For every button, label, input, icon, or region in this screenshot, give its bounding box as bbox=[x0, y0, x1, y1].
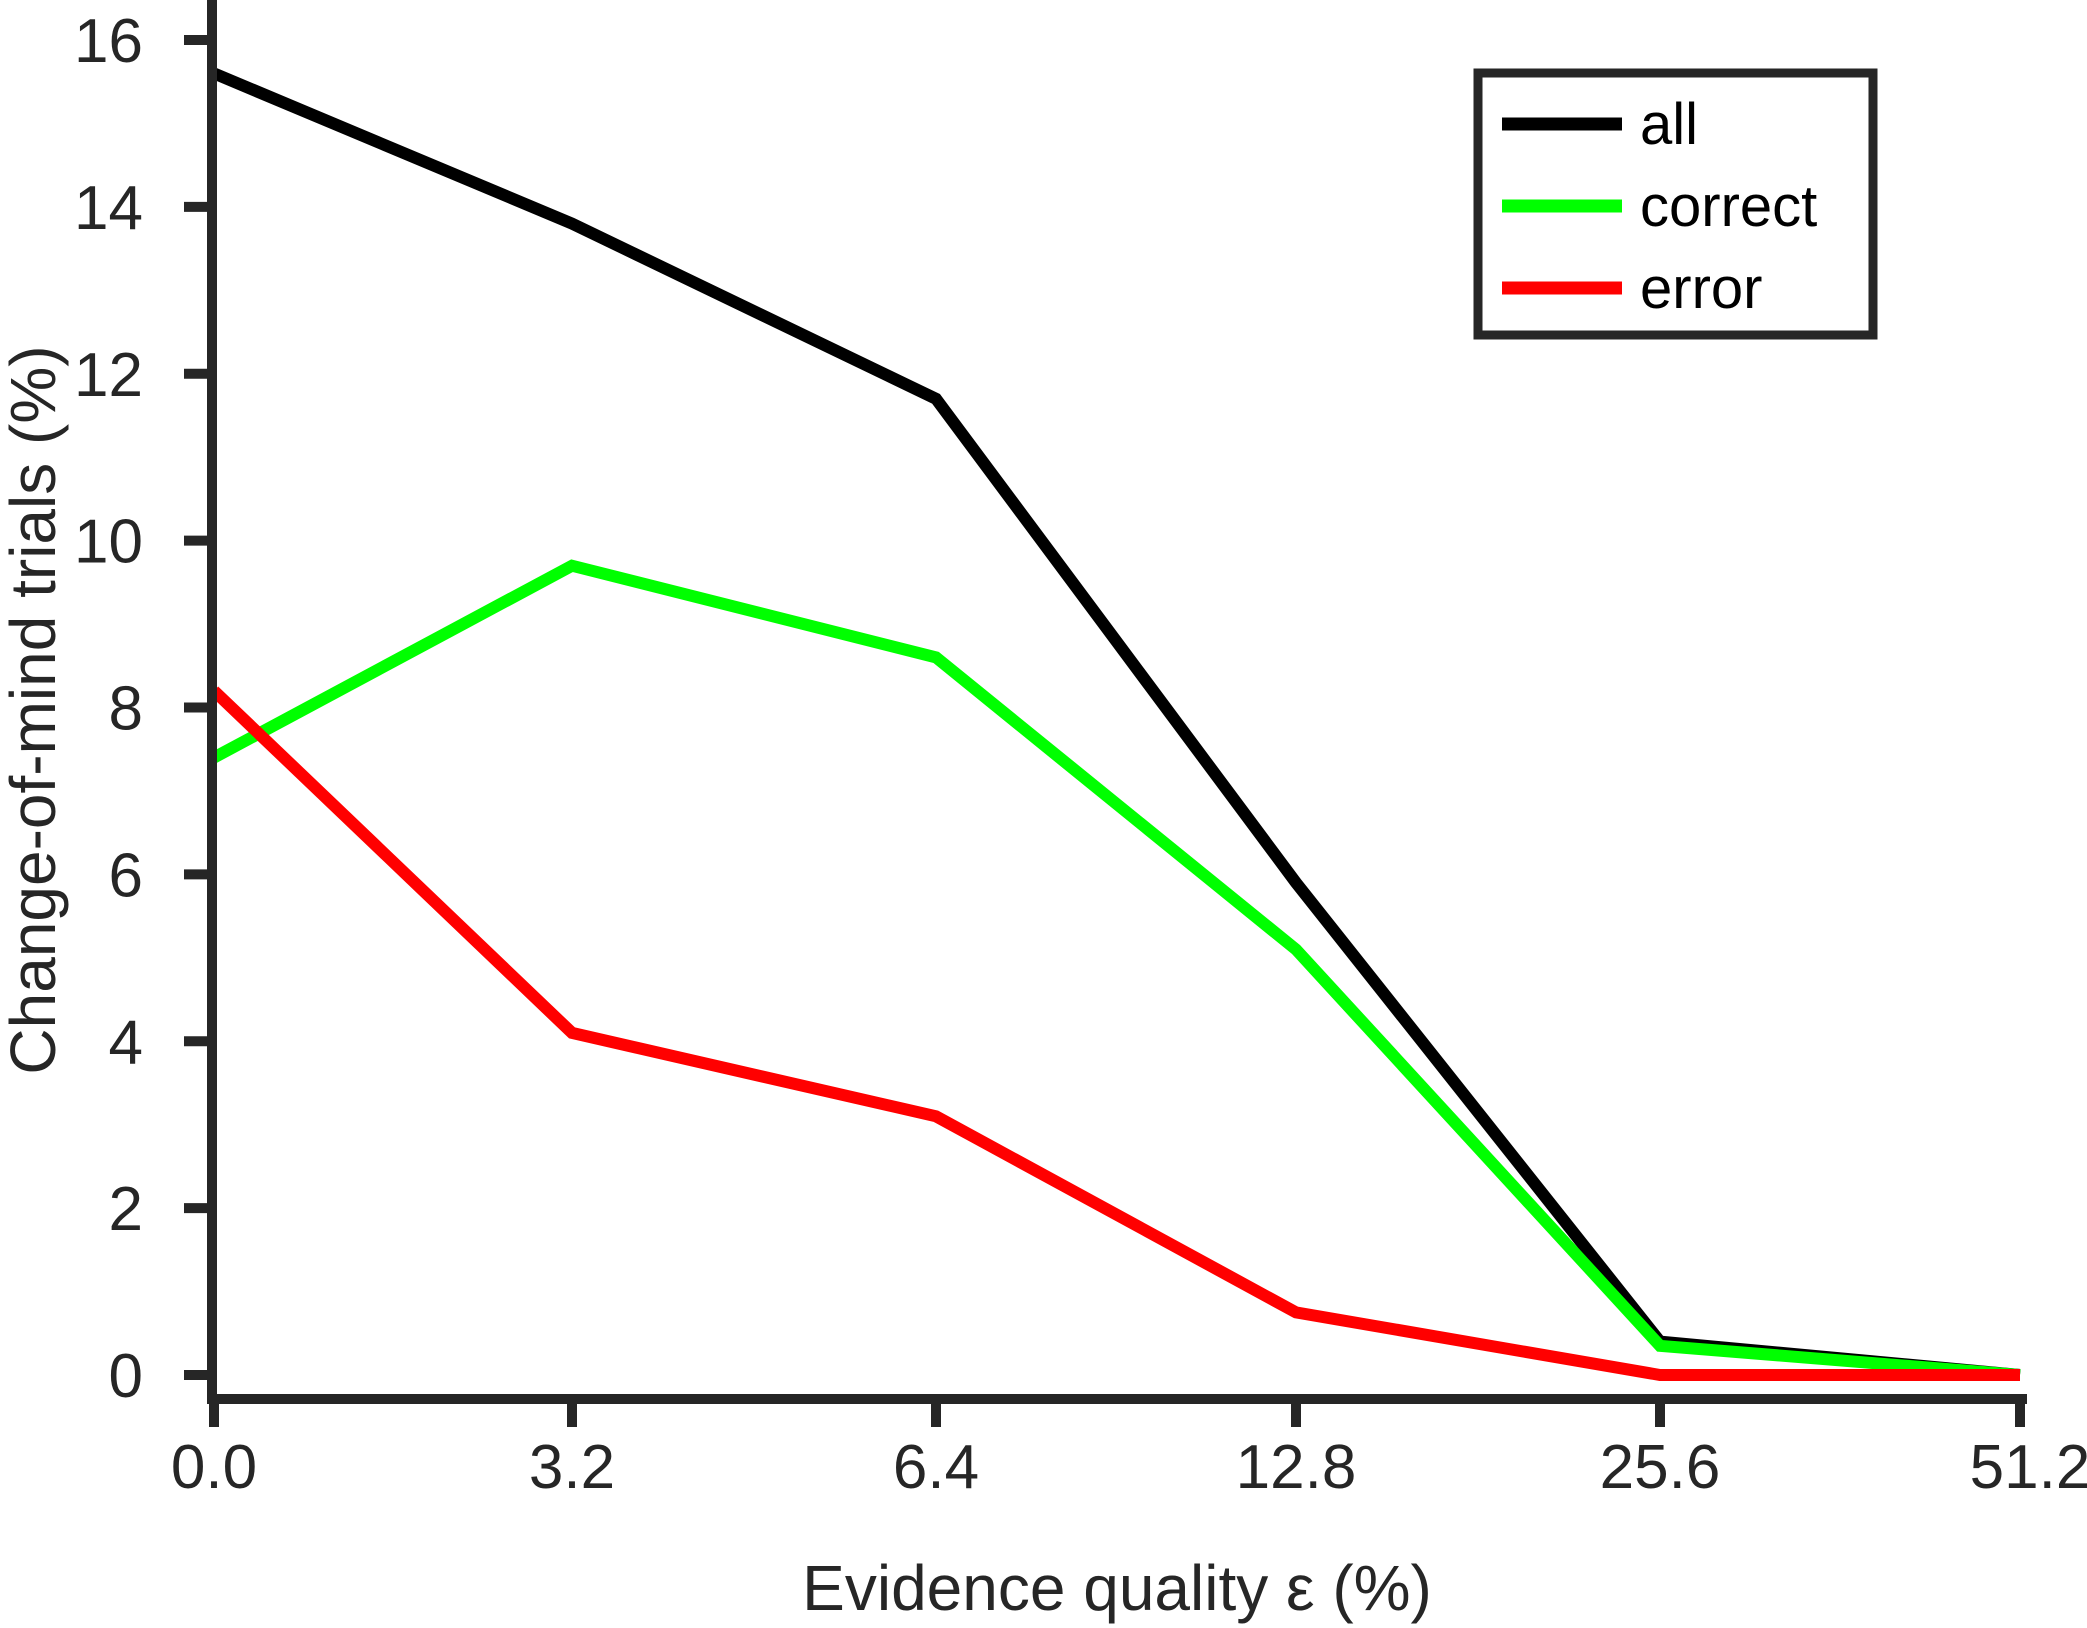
x-tick-label: 6.4 bbox=[893, 1433, 979, 1502]
y-tick-label: 12 bbox=[74, 341, 143, 410]
y-tick-label: 14 bbox=[74, 174, 143, 243]
y-axis-title: Change-of-mind trials (%) bbox=[0, 345, 69, 1074]
series-line-correct bbox=[211, 559, 2021, 1381]
x-tick-label: 12.8 bbox=[1236, 1433, 1357, 1502]
y-tick-label: 4 bbox=[109, 1008, 143, 1077]
y-tick-label: 0 bbox=[109, 1342, 143, 1411]
x-tick-label: 0.0 bbox=[171, 1433, 257, 1502]
legend-label-all: all bbox=[1640, 92, 1698, 157]
x-tick-label: 51.2 bbox=[1970, 1433, 2087, 1502]
y-tick-label: 8 bbox=[109, 675, 143, 744]
legend-label-correct: correct bbox=[1640, 174, 1817, 239]
legend: all correct error bbox=[1473, 68, 1878, 340]
y-tick-label: 2 bbox=[109, 1175, 143, 1244]
x-tick-label: 3.2 bbox=[529, 1433, 615, 1502]
ticks-layer: 0 2 4 6 8 10 12 14 16 0.0 3.2 6.4 12.8 25.6 51.2 bbox=[74, 7, 2087, 1502]
y-tick-label: 16 bbox=[74, 7, 143, 76]
y-tick-label: 6 bbox=[109, 841, 143, 910]
x-axis-title: Evidence quality ε (%) bbox=[802, 1552, 1432, 1624]
x-tick-label: 25.6 bbox=[1600, 1433, 1721, 1502]
series-layer bbox=[209, 67, 2021, 1381]
y-tick-label: 10 bbox=[74, 508, 143, 577]
axes-layer bbox=[207, 0, 2027, 1404]
legend-label-error: error bbox=[1640, 256, 1762, 321]
series-line-error bbox=[209, 686, 2020, 1381]
